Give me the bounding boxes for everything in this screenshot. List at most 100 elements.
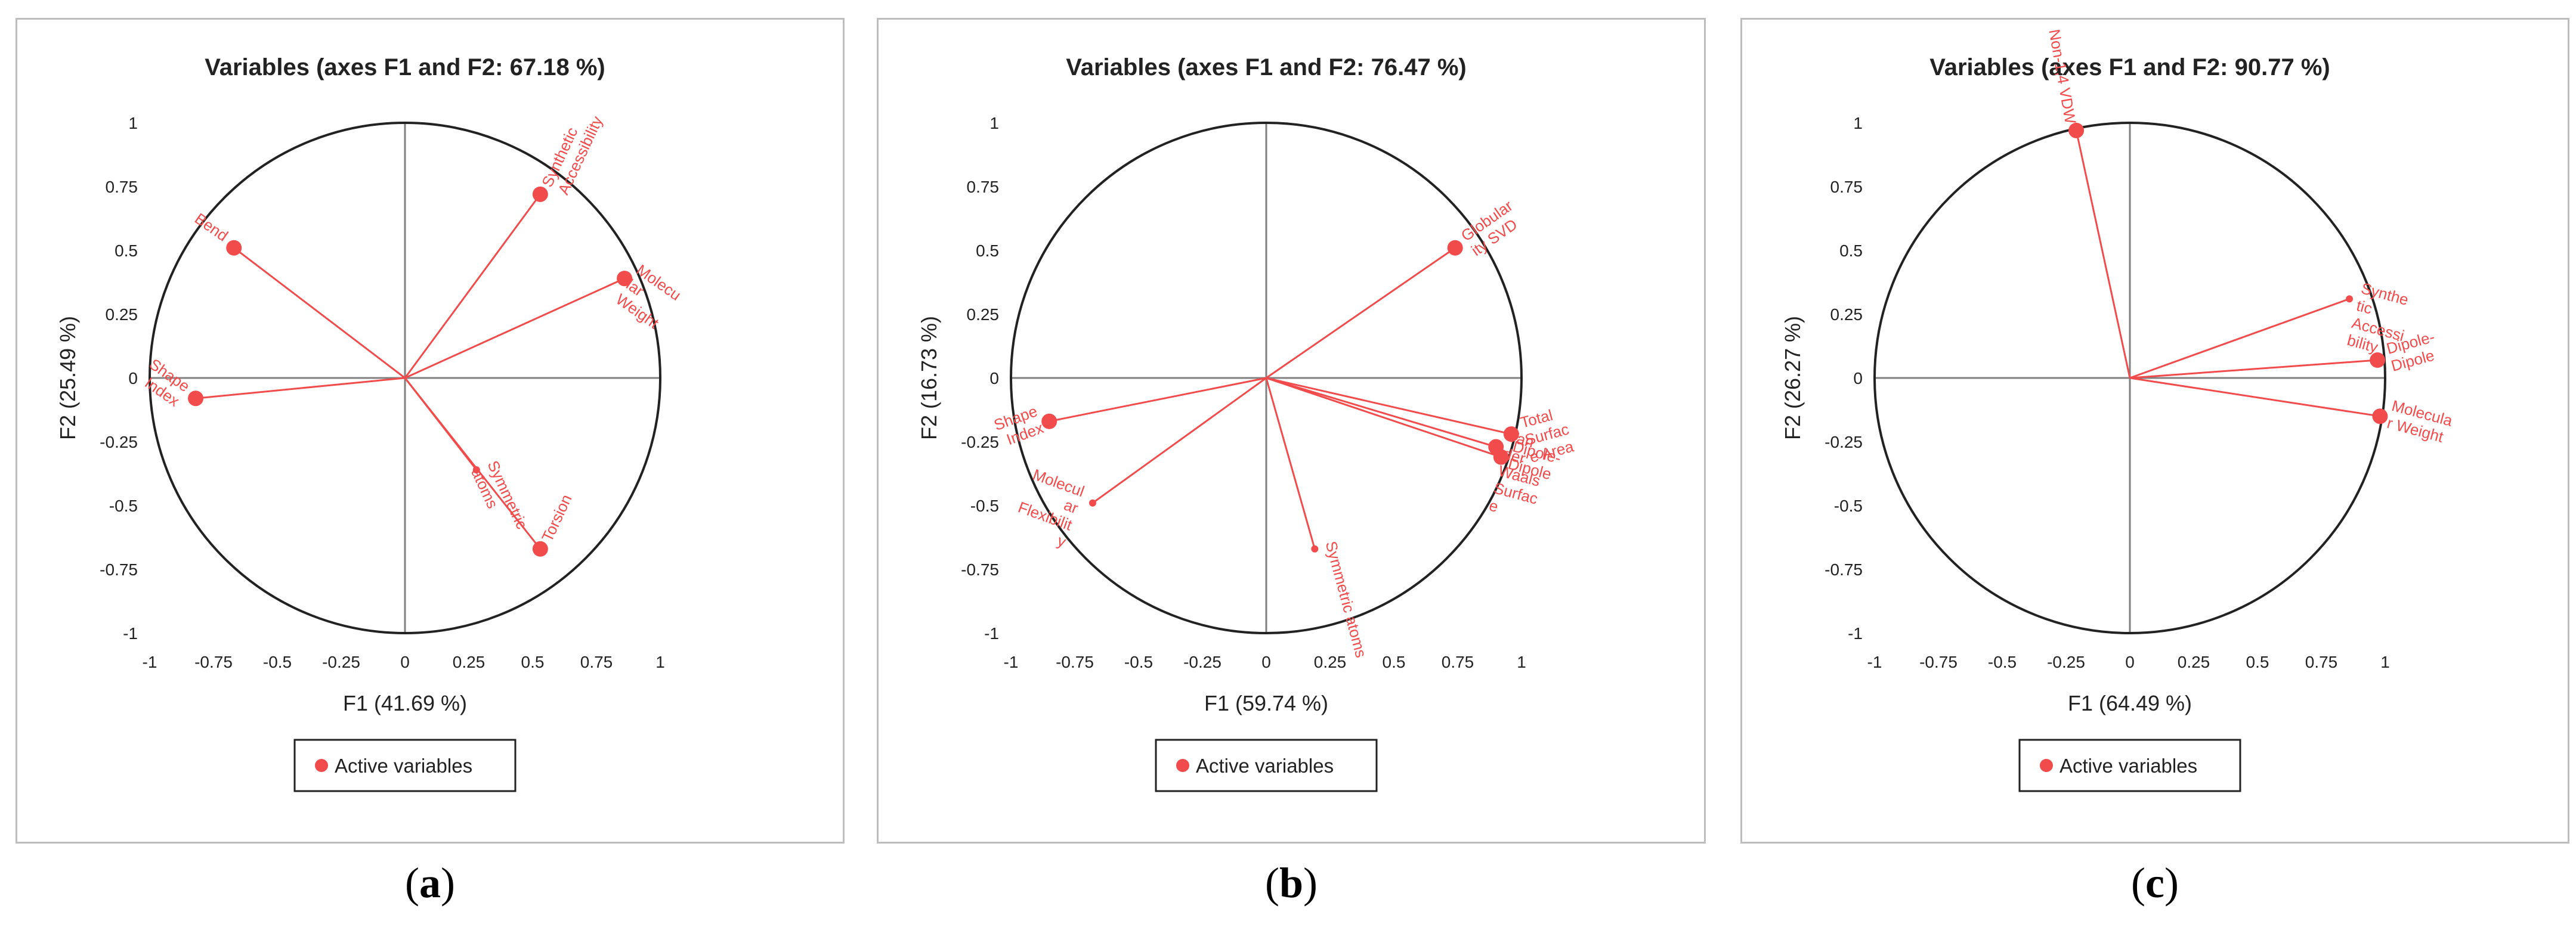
y-tick-label: 0.75	[1830, 178, 1863, 196]
y-tick-label: 0	[128, 369, 138, 388]
correlation-circle	[1010, 122, 1523, 634]
y-axis-label: F2 (26.27 %)	[1780, 316, 1805, 440]
y-tick-label: -0.75	[961, 560, 999, 579]
legend: Active variables	[293, 739, 517, 792]
y-axis-label: F2 (25.49 %)	[55, 316, 80, 440]
variable-point	[617, 271, 633, 287]
x-tick-label: 0.25	[1314, 653, 1347, 671]
x-tick-label: -0.5	[1988, 653, 2017, 671]
svg-text:Molecular Weight: Molecular Weight	[2385, 396, 2455, 447]
y-tick-label: 0.5	[115, 241, 138, 260]
y-tick-label: -0.5	[1834, 497, 1863, 515]
x-tick-label: -0.25	[1183, 653, 1221, 671]
variable-vector	[1266, 377, 1502, 458]
variable-point	[188, 390, 204, 407]
x-tick-label: 1	[2380, 653, 2390, 671]
x-tick-label: 0.25	[2178, 653, 2210, 671]
y-tick-label: -1	[1848, 624, 1863, 643]
variable-point	[1088, 499, 1096, 507]
y-tick-label: 0.25	[1830, 305, 1863, 324]
svg-text:Bend: Bend	[191, 209, 231, 244]
x-axis-label: F1 (41.69 %)	[343, 691, 467, 715]
y-tick-label: -1	[984, 624, 999, 643]
svg-text:Symmetric atoms: Symmetric atoms	[1322, 540, 1371, 660]
svg-text:Torsion: Torsion	[538, 492, 576, 545]
x-tick-label: -1	[1867, 653, 1882, 671]
x-tick-label: 0	[400, 653, 410, 671]
variable-label: ShapeIndex	[991, 402, 1046, 448]
legend-label: Active variables	[2059, 755, 2197, 777]
chart-title: Variables (axes F1 and F2: 76.47 %)	[1066, 54, 1466, 80]
panel-b: Variables (axes F1 and F2: 76.47 %) -1 -1 -…	[877, 18, 1706, 844]
variable-vector	[1092, 377, 1267, 504]
x-tick-label: -0.25	[2047, 653, 2085, 671]
svg-text:SyntheticAccessibility: SyntheticAccessibility	[538, 106, 606, 197]
caption-a: (a)	[405, 859, 455, 907]
x-tick-label: 0.5	[1383, 653, 1406, 671]
legend: Active variables	[1155, 739, 1378, 792]
variable-point	[1311, 545, 1319, 553]
y-tick-label: 1	[1853, 114, 1863, 132]
legend-marker	[315, 759, 328, 772]
y-tick-label: 0.5	[976, 241, 999, 260]
x-tick-label: 0.5	[521, 653, 545, 671]
variable-label: Torsion	[538, 492, 576, 545]
x-tick-label: 0.25	[453, 653, 485, 671]
legend: Active variables	[2018, 739, 2241, 792]
y-tick-label: 0.5	[1839, 241, 1863, 260]
variable-label: Molecular Weight	[2385, 396, 2455, 447]
x-tick-label: 1	[1517, 653, 1526, 671]
variable-point	[1041, 413, 1057, 429]
x-tick-label: -0.5	[263, 653, 292, 671]
variable-point	[2372, 408, 2388, 424]
x-tick-label: 0	[2125, 653, 2135, 671]
variable-vector	[1266, 377, 1512, 435]
y-tick-label: 1	[989, 114, 999, 132]
y-tick-label: -0.75	[100, 560, 138, 579]
x-tick-label: 0.5	[2246, 653, 2269, 671]
variable-vector	[2075, 130, 2131, 379]
x-tick-label: 1	[655, 653, 665, 671]
x-axis-label: F1 (64.49 %)	[2068, 691, 2192, 715]
x-tick-label: -0.5	[1124, 653, 1153, 671]
variable-point	[532, 541, 548, 557]
y-tick-label: 0.25	[967, 305, 1000, 324]
chart-title: Variables (axes F1 and F2: 90.77 %)	[1929, 54, 2330, 80]
caption-b: (b)	[1264, 859, 1318, 907]
y-tick-label: 0.25	[106, 305, 138, 324]
legend-marker	[1176, 759, 1189, 772]
variable-vector	[404, 377, 542, 550]
x-tick-label: 0.75	[580, 653, 613, 671]
y-tick-label: -0.25	[100, 433, 138, 451]
y-tick-label: 0.75	[967, 178, 1000, 196]
y-tick-label: -0.5	[970, 497, 999, 515]
panel-c: Variables (axes F1 and F2: 90.77 %) -1 -1 -…	[1740, 18, 2569, 844]
y-tick-label: -0.75	[1824, 560, 1863, 579]
y-tick-label: 1	[128, 114, 138, 132]
chart-c: Variables (axes F1 and F2: 90.77 %) -1-1 -…	[1780, 28, 2455, 792]
x-tick-label: -1	[143, 653, 157, 671]
svg-text:MolecularFlexibility: MolecularFlexibility	[1010, 464, 1087, 551]
y-tick-label: -0.5	[109, 497, 138, 515]
y-tick-label: -0.25	[961, 433, 999, 451]
svg-text:ShapeIndex: ShapeIndex	[136, 355, 193, 410]
panel-a: Variables (axes F1 and F2: 67.18 %) -1 -1 -…	[16, 18, 845, 844]
variable-vector	[1049, 377, 1267, 423]
variable-label: Globularity SVD	[1458, 196, 1520, 259]
legend-marker	[2040, 759, 2053, 772]
variable-vector	[1266, 247, 1456, 379]
chart-a: Variables (axes F1 and F2: 67.18 %) -1 -1 -…	[55, 54, 685, 792]
variable-point	[2346, 295, 2354, 303]
variable-vector	[2129, 359, 2378, 379]
variable-label: ShapeIndex	[136, 355, 193, 410]
variable-vector	[1266, 377, 1496, 448]
x-tick-label: 0.75	[2305, 653, 2338, 671]
chart-title: Variables (axes F1 and F2: 67.18 %)	[205, 54, 605, 80]
x-tick-label: -0.75	[1056, 653, 1094, 671]
variable-vector	[1265, 377, 1316, 550]
x-tick-label: -0.25	[322, 653, 360, 671]
y-tick-label: 0	[989, 369, 999, 388]
y-axis-label: F2 (16.73 %)	[917, 316, 941, 440]
y-tick-label: 0.75	[106, 178, 138, 196]
variable-label: MolecularFlexibility	[1010, 464, 1087, 551]
